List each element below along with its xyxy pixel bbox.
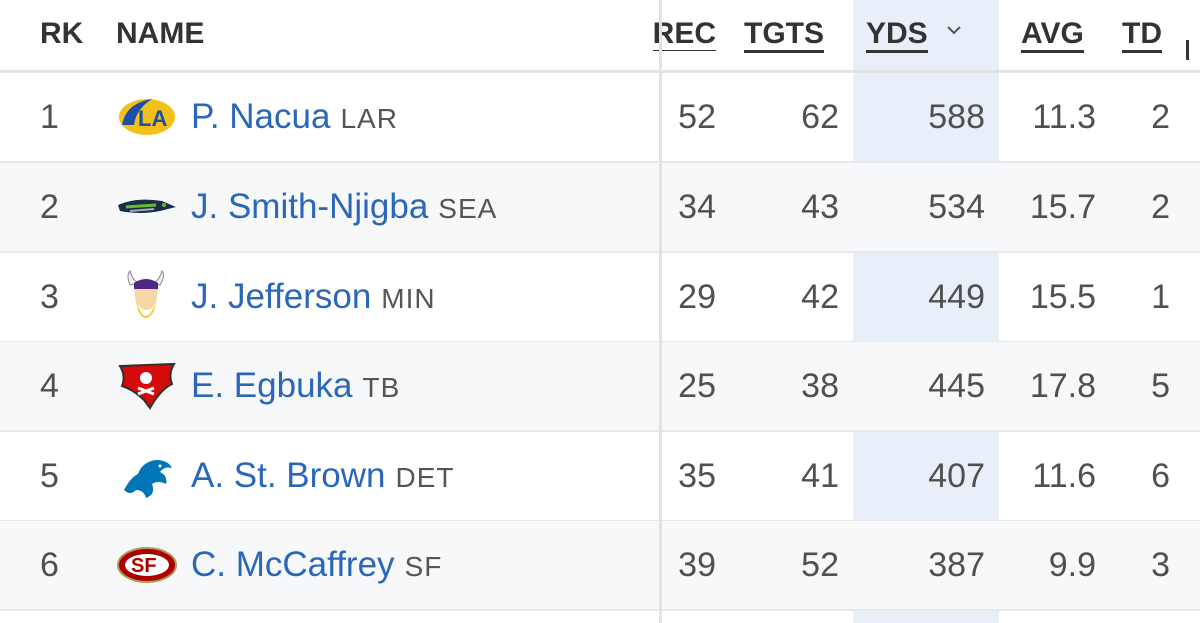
- td-cell: 3: [1151, 546, 1170, 584]
- sorted-header-highlight: [853, 0, 999, 70]
- column-header-avg-label: AVG: [1021, 17, 1084, 53]
- yds-cell: 445: [928, 367, 985, 405]
- column-header-tgts-label: TGTS: [744, 17, 824, 53]
- rank-cell: 2: [40, 188, 59, 226]
- avg-cell: 17.8: [1029, 367, 1096, 405]
- td-cell: 6: [1151, 457, 1170, 495]
- player-name[interactable]: A. St. Brown: [191, 456, 386, 495]
- td-cell: 2: [1151, 98, 1170, 136]
- tgts-cell: 43: [801, 188, 839, 226]
- avg-cell: 11.3: [1032, 98, 1096, 136]
- table-row: 2 J. Smith-Njigba SEA 34 43 534 15.7 2: [0, 163, 1200, 253]
- rec-cell: 34: [678, 188, 716, 226]
- vikings-logo: [127, 270, 165, 318]
- team-abbr: SF: [404, 551, 443, 582]
- rec-cell: 29: [678, 278, 716, 316]
- table-row: 3 J. Jefferson MIN 29 42 449 15.5 1: [0, 253, 1200, 343]
- td-cell: 2: [1151, 188, 1170, 226]
- avg-cell: 11.6: [1032, 457, 1096, 495]
- column-header-rec-label: REC: [652, 17, 716, 51]
- player-name[interactable]: J. Smith-Njigba: [191, 187, 429, 226]
- player-name[interactable]: C. McCaffrey: [191, 545, 395, 584]
- table-row: 4 E. Egbuka TB 25 38 445 17.8 5: [0, 342, 1200, 432]
- yds-cell: 387: [928, 546, 985, 584]
- seahawks-logo: [118, 199, 176, 213]
- player-name-link[interactable]: A. St. Brown DET: [191, 432, 455, 520]
- rams-logo: LA: [119, 99, 175, 135]
- table-row: 6 SF C. McCaffrey SF 39 52 387 9.9 3: [0, 521, 1200, 611]
- yds-cell: 534: [928, 188, 985, 226]
- player-name-link[interactable]: J. Jefferson MIN: [191, 253, 436, 341]
- tgts-cell: 42: [801, 278, 839, 316]
- player-name-link[interactable]: P. Nacua LAR: [191, 73, 398, 161]
- td-cell: 5: [1151, 367, 1170, 405]
- table-row: 5 A. St. Brown DET 35 41 407 11.6 6: [0, 432, 1200, 522]
- rec-cell: 25: [678, 367, 716, 405]
- team-abbr: MIN: [381, 283, 436, 314]
- rec-cell: 35: [678, 457, 716, 495]
- column-header-rank: RK: [40, 17, 84, 50]
- player-name-link[interactable]: C. McCaffrey SF: [191, 521, 442, 609]
- player-name[interactable]: J. Jefferson: [191, 277, 372, 316]
- tgts-cell: 38: [801, 367, 839, 405]
- player-name[interactable]: E. Egbuka: [191, 366, 353, 405]
- avg-cell: 9.9: [1048, 546, 1096, 584]
- column-header-td-label: TD: [1122, 17, 1162, 53]
- frozen-column-divider: [659, 0, 662, 623]
- avg-cell: 15.7: [1029, 188, 1096, 226]
- team-abbr: SEA: [438, 193, 498, 224]
- rank-cell: 5: [40, 457, 59, 495]
- player-name-link[interactable]: E. Egbuka TB: [191, 342, 400, 430]
- team-abbr: DET: [395, 462, 455, 493]
- clipped-column-header: [1186, 40, 1189, 60]
- rec-cell: 52: [678, 98, 716, 136]
- tgts-cell: 52: [801, 546, 839, 584]
- svg-text:SF: SF: [131, 555, 157, 577]
- yds-cell: 588: [928, 98, 985, 136]
- chevron-down-icon: [946, 26, 961, 35]
- tgts-cell: 41: [801, 457, 839, 495]
- tgts-cell: 62: [801, 98, 839, 136]
- 49ers-logo: SF: [117, 547, 177, 583]
- column-header-yds-label: YDS: [866, 17, 928, 53]
- yds-cell: 449: [928, 278, 985, 316]
- rank-cell: 1: [40, 98, 59, 136]
- lions-logo: [124, 460, 172, 498]
- table-row: 1 LA P. Nacua LAR 52 62 588 11.3 2: [0, 73, 1200, 163]
- player-name[interactable]: P. Nacua: [191, 97, 331, 136]
- team-abbr: TB: [362, 372, 401, 403]
- rank-cell: 6: [40, 546, 59, 584]
- column-header-avg[interactable]: AVG: [1021, 17, 1084, 53]
- column-header-yds[interactable]: YDS: [866, 17, 962, 53]
- td-cell: 1: [1151, 278, 1170, 316]
- rank-cell: 4: [40, 367, 59, 405]
- column-header-rec[interactable]: REC: [644, 17, 716, 51]
- yds-cell: 407: [928, 457, 985, 495]
- table-header: RK NAME REC TGTS YDS AVG TD: [0, 0, 1200, 73]
- team-abbr: LAR: [340, 103, 398, 134]
- column-header-name: NAME: [116, 17, 205, 50]
- player-name-link[interactable]: J. Smith-Njigba SEA: [191, 163, 497, 251]
- avg-cell: 15.5: [1029, 278, 1096, 316]
- buccaneers-logo: [118, 362, 176, 410]
- rank-cell: 3: [40, 278, 59, 316]
- svg-text:LA: LA: [138, 106, 167, 131]
- sorted-column-highlight: [853, 0, 999, 623]
- rec-cell: 39: [678, 546, 716, 584]
- column-header-td[interactable]: TD: [1122, 17, 1162, 53]
- column-header-tgts[interactable]: TGTS: [744, 17, 824, 53]
